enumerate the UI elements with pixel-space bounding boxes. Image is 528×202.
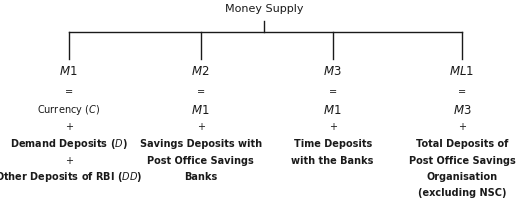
Text: +: + [64, 156, 73, 166]
Text: +: + [458, 122, 466, 132]
Text: $M1$: $M1$ [191, 104, 210, 117]
Text: Post Office Savings: Post Office Savings [409, 156, 515, 166]
Text: $M3$: $M3$ [323, 65, 342, 78]
Text: (excluding NSC): (excluding NSC) [418, 188, 506, 198]
Text: $M1$: $M1$ [323, 104, 342, 117]
Text: Time Deposits: Time Deposits [294, 139, 372, 149]
Text: Savings Deposits with: Savings Deposits with [139, 139, 262, 149]
Text: Post Office Savings: Post Office Savings [147, 156, 254, 166]
Text: $M3$: $M3$ [452, 104, 472, 117]
Text: Banks: Banks [184, 172, 217, 182]
Text: with the Banks: with the Banks [291, 156, 374, 166]
Text: +: + [64, 122, 73, 132]
Text: Demand Deposits ($D$): Demand Deposits ($D$) [10, 137, 127, 152]
Text: +: + [328, 122, 337, 132]
Text: =: = [196, 87, 205, 97]
Text: =: = [328, 87, 337, 97]
Text: Currency ($C$): Currency ($C$) [37, 103, 100, 117]
Text: Other Deposits of RBI ($DD$): Other Deposits of RBI ($DD$) [0, 170, 143, 184]
Text: $ML1$: $ML1$ [449, 65, 475, 78]
Text: =: = [458, 87, 466, 97]
Text: =: = [64, 87, 73, 97]
Text: $M2$: $M2$ [191, 65, 210, 78]
Text: Money Supply: Money Supply [225, 4, 303, 14]
Text: +: + [196, 122, 205, 132]
Text: Total Deposits of: Total Deposits of [416, 139, 508, 149]
Text: Organisation: Organisation [427, 172, 497, 182]
Text: $M1$: $M1$ [59, 65, 78, 78]
